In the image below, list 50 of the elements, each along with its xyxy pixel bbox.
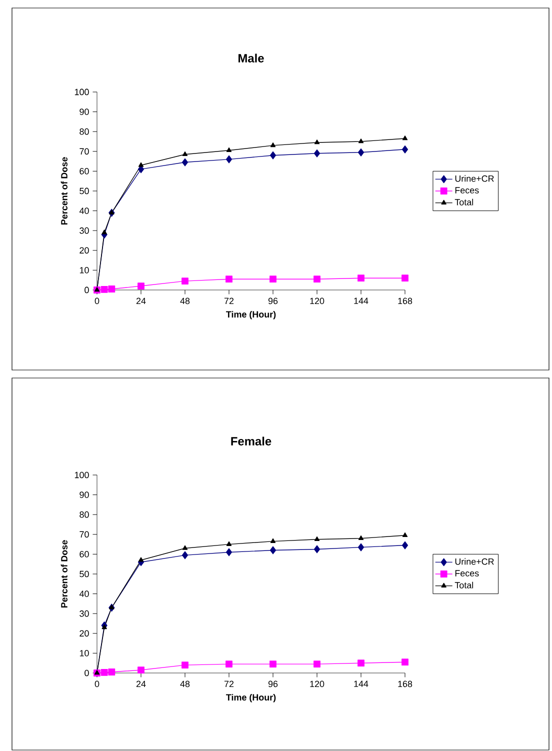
- legend-label: Total: [454, 582, 474, 588]
- y-tick-label: 10: [80, 650, 89, 656]
- x-tick-label: 144: [354, 298, 368, 304]
- x-axis-title: Time (Hour): [226, 310, 276, 320]
- x-tick-label: 120: [310, 298, 324, 304]
- y-tick-label: 60: [80, 551, 89, 558]
- y-tick-label: 10: [80, 267, 89, 274]
- x-tick-label: 96: [268, 680, 278, 688]
- x-tick-label: 96: [268, 298, 278, 304]
- y-tick-label: 80: [80, 128, 89, 135]
- y-tick-label: 20: [80, 247, 89, 254]
- y-axis-title: Percent of Dose: [60, 540, 68, 608]
- legend-label: Urine+CR: [455, 558, 494, 565]
- legend-label: Feces: [455, 570, 479, 576]
- y-tick-label: 90: [80, 108, 89, 115]
- x-tick-label: 72: [224, 680, 234, 688]
- x-tick-label: 168: [398, 298, 412, 304]
- y-tick-label: 70: [80, 531, 89, 538]
- chart-title: Female: [231, 436, 272, 446]
- y-tick-label: 100: [74, 472, 89, 478]
- x-tick-label: 168: [398, 680, 412, 688]
- y-tick-label: 50: [80, 570, 89, 578]
- x-tick-label: 48: [180, 298, 190, 304]
- y-tick-label: 70: [80, 148, 89, 155]
- y-tick-label: 40: [79, 590, 89, 597]
- x-tick-label: 0: [94, 298, 100, 304]
- y-tick-label: 50: [80, 188, 89, 194]
- y-tick-label: 90: [80, 492, 89, 498]
- y-tick-label: 40: [79, 208, 89, 214]
- y-tick-label: 0: [84, 286, 89, 294]
- y-tick-label: 100: [74, 88, 89, 96]
- legend-label: Total: [454, 198, 474, 206]
- x-tick-label: 0: [94, 680, 100, 688]
- y-tick-label: 20: [80, 630, 89, 637]
- x-tick-label: 120: [310, 680, 324, 688]
- y-axis-title: Percent of Dose: [60, 157, 68, 225]
- x-tick-label: 144: [354, 680, 368, 687]
- y-tick-label: 60: [80, 168, 89, 174]
- x-tick-label: 24: [136, 298, 146, 304]
- legend-label: Feces: [455, 187, 479, 194]
- chart-title: Male: [238, 54, 264, 62]
- y-tick-label: 30: [80, 227, 89, 234]
- x-tick-label: 48: [180, 680, 190, 688]
- x-tick-label: 72: [224, 298, 234, 304]
- x-tick-label: 24: [136, 680, 146, 688]
- y-tick-label: 80: [80, 511, 89, 518]
- legend-label: Urine+CR: [455, 175, 494, 182]
- x-axis-title: Time (Hour): [226, 694, 276, 702]
- y-tick-label: 30: [80, 610, 89, 617]
- y-tick-label: 0: [84, 670, 89, 676]
